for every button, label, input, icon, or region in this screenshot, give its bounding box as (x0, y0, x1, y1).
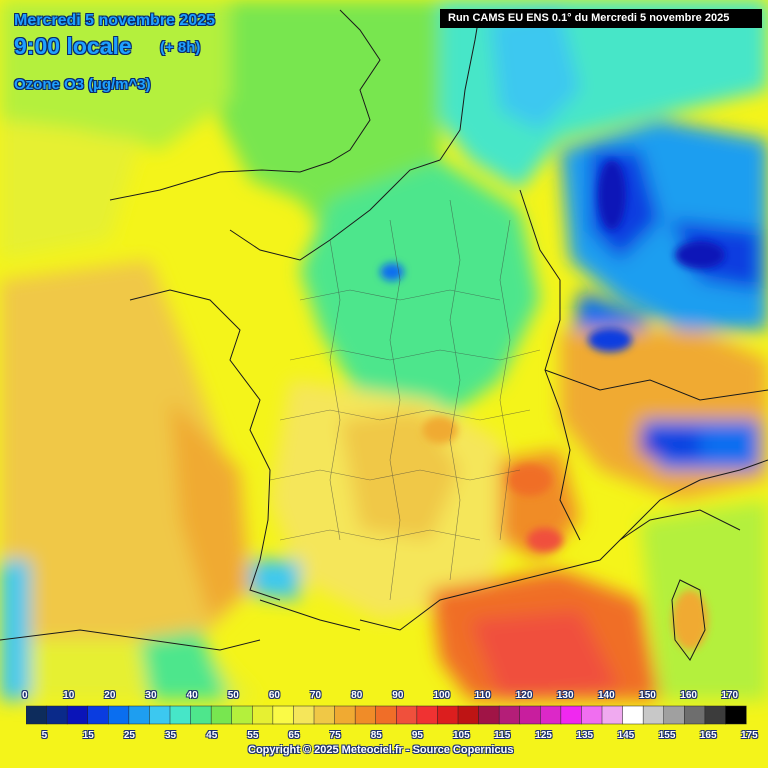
color-scale-tick-label: 160 (680, 690, 697, 701)
color-scale-tick-label: 105 (453, 730, 470, 741)
color-scale-tick-label: 110 (474, 690, 491, 701)
color-scale-tick-label: 40 (186, 690, 198, 701)
color-scale-tick-label: 170 (721, 690, 739, 701)
forecast-hour: 9:00 locale (14, 33, 132, 59)
color-scale-swatch (478, 705, 500, 725)
color-scale-legend (25, 705, 748, 730)
color-scale-tick-label: 25 (123, 730, 135, 741)
color-scale-swatch (684, 705, 706, 725)
parameter-label: Ozone O3 (µg/m^3) (14, 76, 151, 93)
forecast-date: Mercredi 5 novembre 2025 (14, 12, 215, 29)
departement-borders (269, 199, 541, 601)
color-scale-swatch (396, 705, 418, 725)
color-scale-tick-label: 90 (392, 690, 404, 701)
color-scale-swatch (663, 705, 685, 725)
color-scale-tick-label: 125 (535, 730, 552, 741)
color-scale-tick-label: 75 (329, 730, 341, 741)
color-scale-swatch (375, 705, 397, 725)
color-scale-tick-label: 95 (411, 730, 423, 741)
forecast-lead-time: (+ 8h) (160, 39, 201, 56)
color-scale-tick-label: 5 (41, 730, 48, 741)
color-scale-swatch (457, 705, 480, 725)
color-scale-tick-label: 45 (206, 730, 218, 741)
color-scale-swatch (334, 705, 356, 725)
color-scale-swatch (231, 705, 253, 725)
color-scale-tick-label: 175 (741, 730, 758, 741)
color-scale-tick-label: 55 (247, 730, 259, 741)
color-scale-tick-label: 15 (82, 730, 94, 741)
color-scale-swatch (66, 705, 89, 725)
color-scale-tick-label: 85 (370, 730, 382, 741)
color-scale-tick-label: 135 (576, 730, 594, 741)
color-scale-swatch (540, 705, 562, 725)
run-info-banner: Run CAMS EU ENS 0.1° du Mercredi 5 novem… (440, 9, 762, 28)
color-scale-tick-label: 155 (658, 730, 676, 741)
color-scale-swatch (210, 705, 233, 725)
color-scale-swatch (313, 705, 336, 725)
color-scale-tick-label: 100 (433, 690, 451, 701)
color-scale-swatch (704, 705, 726, 725)
color-scale-bar (25, 705, 747, 725)
color-scale-tick-label: 65 (288, 730, 300, 741)
color-scale-swatch (190, 705, 212, 725)
color-scale-tick-label: 145 (617, 730, 635, 741)
color-scale-tick-label: 30 (145, 690, 157, 701)
color-scale-swatch (622, 705, 644, 725)
color-scale-swatch (87, 705, 109, 725)
color-scale-swatch (108, 705, 130, 725)
color-scale-tick-label: 60 (268, 690, 280, 701)
color-scale-swatch (46, 705, 68, 725)
color-scale-swatch (252, 705, 274, 725)
color-scale-swatch (437, 705, 459, 725)
color-scale-swatch (519, 705, 541, 725)
color-scale-tick-label: 150 (639, 690, 656, 701)
color-scale-tick-label: 80 (351, 690, 363, 701)
copyright-credit: Copyright © 2025 Meteociel.fr - Source C… (248, 744, 514, 756)
color-scale-tick-label: 140 (598, 690, 615, 701)
color-scale-swatch (725, 705, 747, 725)
color-scale-tick-label: 115 (494, 730, 511, 741)
color-scale-swatch (642, 705, 665, 725)
color-scale-swatch (498, 705, 521, 725)
color-scale-tick-label: 10 (63, 690, 75, 701)
color-scale-swatch (272, 705, 294, 725)
color-scale-swatch (25, 705, 48, 725)
color-scale-tick-label: 70 (310, 690, 322, 701)
color-scale-swatch (354, 705, 377, 725)
color-scale-tick-label: 50 (227, 690, 239, 701)
color-scale-swatch (416, 705, 438, 725)
color-scale-tick-label: 35 (165, 730, 177, 741)
color-scale-tick-label: 0 (22, 690, 28, 701)
color-scale-swatch (581, 705, 603, 725)
color-scale-tick-label: 165 (699, 730, 717, 741)
color-scale-tick-label: 120 (515, 690, 533, 701)
color-scale-swatch (560, 705, 582, 725)
color-scale-tick-label: 130 (556, 690, 574, 701)
color-scale-tick-label: 20 (104, 690, 116, 701)
color-scale-swatch (169, 705, 192, 725)
color-scale-swatch (149, 705, 171, 725)
color-scale-swatch (293, 705, 315, 725)
color-scale-swatch (601, 705, 624, 725)
color-scale-swatch (128, 705, 150, 725)
